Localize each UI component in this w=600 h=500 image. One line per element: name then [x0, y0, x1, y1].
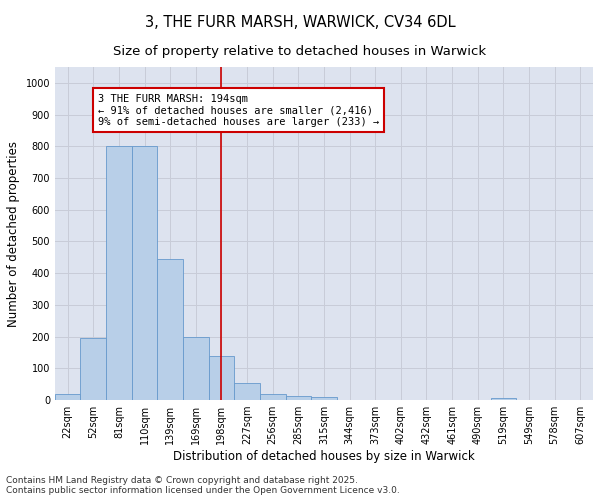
Bar: [55, 394, 80, 400]
Text: Size of property relative to detached houses in Warwick: Size of property relative to detached ho…: [113, 45, 487, 58]
Bar: [209, 356, 234, 400]
Bar: [234, 382, 260, 400]
Bar: [106, 146, 132, 400]
Bar: [260, 394, 286, 400]
Bar: [183, 336, 209, 400]
Text: Contains HM Land Registry data © Crown copyright and database right 2025.
Contai: Contains HM Land Registry data © Crown c…: [6, 476, 400, 495]
X-axis label: Distribution of detached houses by size in Warwick: Distribution of detached houses by size …: [173, 450, 475, 463]
Y-axis label: Number of detached properties: Number of detached properties: [7, 140, 20, 326]
Text: 3 THE FURR MARSH: 194sqm
← 91% of detached houses are smaller (2,416)
9% of semi: 3 THE FURR MARSH: 194sqm ← 91% of detach…: [98, 94, 379, 127]
Bar: [80, 338, 106, 400]
Bar: [491, 398, 516, 400]
Bar: [311, 397, 337, 400]
Bar: [286, 396, 311, 400]
Bar: [157, 259, 183, 400]
Bar: [132, 146, 157, 400]
Text: 3, THE FURR MARSH, WARWICK, CV34 6DL: 3, THE FURR MARSH, WARWICK, CV34 6DL: [145, 15, 455, 30]
